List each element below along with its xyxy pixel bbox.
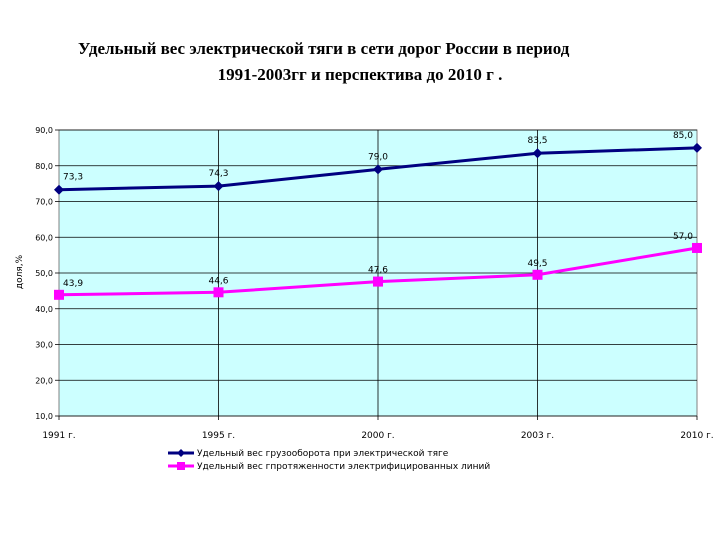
data-label: 47,6 — [368, 266, 388, 276]
gridlines — [55, 129, 698, 420]
data-point-diamond — [213, 181, 224, 192]
data-point-diamond — [532, 148, 543, 159]
x-tick-label: 1995 г. — [202, 431, 235, 441]
legend-marker-diamond — [177, 449, 185, 457]
data-point-square — [373, 276, 383, 287]
x-tick-label: 2010 г. — [680, 431, 713, 441]
data-label: 74,3 — [208, 169, 228, 179]
data-label: 57,0 — [673, 232, 693, 242]
y-tick-label: 30,0 — [35, 341, 53, 350]
data-label: 79,0 — [368, 152, 388, 162]
x-tick-label: 2003 г. — [521, 431, 554, 441]
data-label: 49,5 — [527, 259, 547, 269]
x-axis-ticks: 1991 г. 1995 г. 2000 г. 2003 г. 2010 г. — [42, 431, 713, 441]
data-point-diamond — [692, 142, 702, 153]
data-label: 44,6 — [208, 276, 228, 286]
chart-title-line-2: 1991-2003гг и перспектива до 2010 г . — [217, 65, 503, 84]
data-label: 43,9 — [63, 279, 83, 289]
y-axis-label: доля,% — [15, 254, 25, 289]
x-tick-label: 1991 г. — [42, 431, 75, 441]
data-label: 85,0 — [673, 131, 693, 141]
legend-entry-label: Удельный вес гпротяженности электрифицир… — [197, 462, 490, 472]
data-point-square — [54, 289, 64, 300]
data-point-square — [692, 242, 702, 253]
y-tick-label: 60,0 — [35, 233, 53, 242]
data-point-square — [532, 269, 543, 280]
y-tick-label: 10,0 — [35, 412, 53, 421]
y-tick-label: 20,0 — [35, 376, 53, 385]
data-point-diamond — [373, 164, 383, 175]
data-labels: 73,3 74,3 79,0 83,5 85,0 43,9 44,6 47,6 49,5 57,0 — [63, 131, 693, 289]
chart-title-line-1: Удельный вес электрической тяги в сети д… — [78, 39, 570, 58]
legend-marker-square — [177, 462, 185, 470]
data-point-diamond — [54, 184, 64, 195]
data-point-square — [213, 287, 224, 298]
x-tick-label: 2000 г. — [361, 431, 394, 441]
series-layer — [54, 142, 702, 300]
legend: Удельный вес грузооборота при электричес… — [168, 449, 490, 472]
data-label: 83,5 — [527, 136, 547, 146]
y-tick-label: 50,0 — [35, 269, 53, 278]
chart-title: Удельный вес электрической тяги в сети д… — [40, 36, 680, 88]
y-axis-ticks: 10,0 20,0 30,0 40,0 50,0 60,0 70,0 80,0 90,0 — [35, 126, 53, 421]
legend-entry-label: Удельный вес грузооборота при электричес… — [197, 449, 449, 459]
y-tick-label: 70,0 — [35, 198, 53, 207]
y-tick-label: 80,0 — [35, 162, 53, 171]
y-tick-label: 40,0 — [35, 305, 53, 314]
data-label: 73,3 — [63, 173, 83, 183]
y-tick-label: 90,0 — [35, 126, 53, 135]
